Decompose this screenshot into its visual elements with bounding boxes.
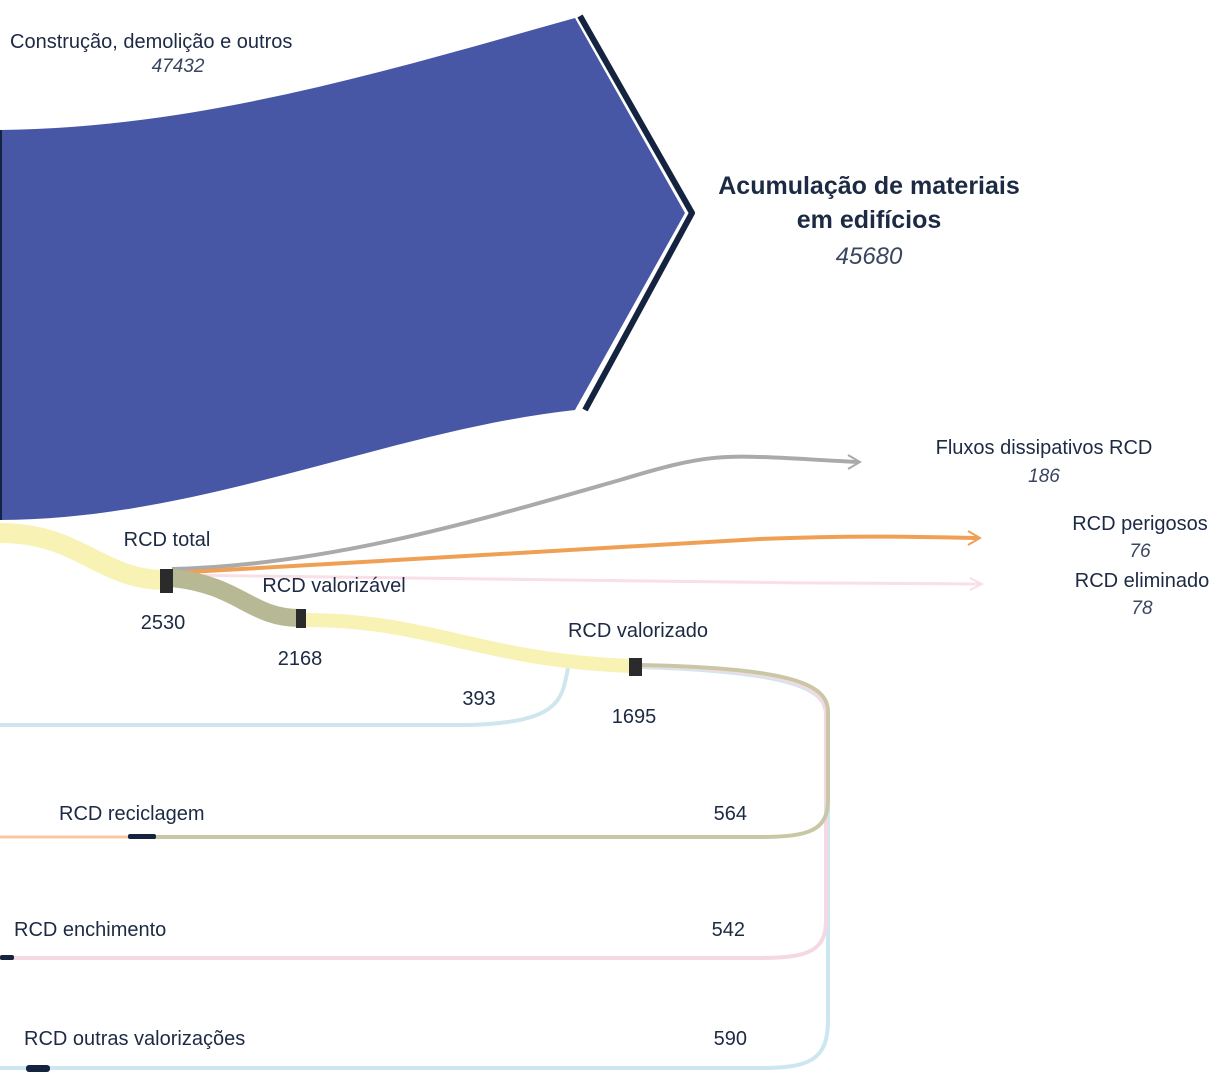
accumulation-chevron — [577, 14, 695, 412]
rcd-total-value: 2530 — [140, 612, 186, 634]
valorizable-label: RCD valorizável — [262, 575, 406, 597]
backflow-value: 393 — [462, 688, 496, 710]
accumulation-label-line2: em edifícios — [796, 206, 942, 234]
flow-construction-to-accumulation — [0, 18, 685, 520]
flow-valorizable — [170, 569, 301, 627]
accumulation-label-line1: Acumulação de materiais — [718, 172, 1020, 200]
flow-dissipative — [171, 454, 859, 571]
filling-value: 542 — [711, 919, 745, 941]
flow-hazardous — [171, 534, 979, 575]
hazardous-value: 76 — [1129, 541, 1151, 562]
construction-label: Construção, demolição e outros — [10, 31, 293, 53]
valorizable-value: 2168 — [277, 648, 323, 670]
node-recycling — [128, 834, 156, 839]
node-filling — [0, 955, 14, 960]
accumulation-value: 45680 — [835, 243, 903, 270]
eliminated-label: RCD eliminado — [1074, 570, 1210, 592]
eliminated-value: 78 — [1131, 598, 1153, 619]
node-valorizable — [296, 609, 306, 628]
dissipative-label: Fluxos dissipativos RCD — [935, 437, 1153, 459]
flow-recycling — [150, 663, 830, 839]
dissipative-value: 186 — [1028, 466, 1060, 487]
node-valorized — [629, 658, 642, 676]
filling-label: RCD enchimento — [14, 919, 167, 941]
rcd-total-label: RCD total — [123, 529, 211, 551]
recycling-label: RCD reciclagem — [59, 803, 205, 825]
valorized-label: RCD valorizado — [567, 620, 709, 642]
flow-other — [0, 665, 830, 1070]
valorized-value: 1695 — [611, 706, 657, 728]
flow-backflow — [0, 667, 570, 727]
other-label: RCD outras valorizações — [24, 1028, 246, 1050]
recycling-value: 564 — [713, 803, 747, 825]
flow-eliminated-arrow — [969, 577, 985, 591]
construction-value: 47432 — [151, 56, 205, 77]
node-rcd-total — [160, 569, 173, 593]
flow-dissipative-arrow — [847, 454, 862, 470]
flow-rcd-total — [0, 523, 166, 590]
node-other — [26, 1065, 50, 1072]
hazardous-label: RCD perigosos — [1072, 513, 1208, 535]
other-value: 590 — [713, 1028, 747, 1050]
flow-eliminated — [171, 573, 981, 586]
flow-valorized — [305, 613, 631, 673]
flow-hazardous-arrow — [967, 530, 982, 546]
